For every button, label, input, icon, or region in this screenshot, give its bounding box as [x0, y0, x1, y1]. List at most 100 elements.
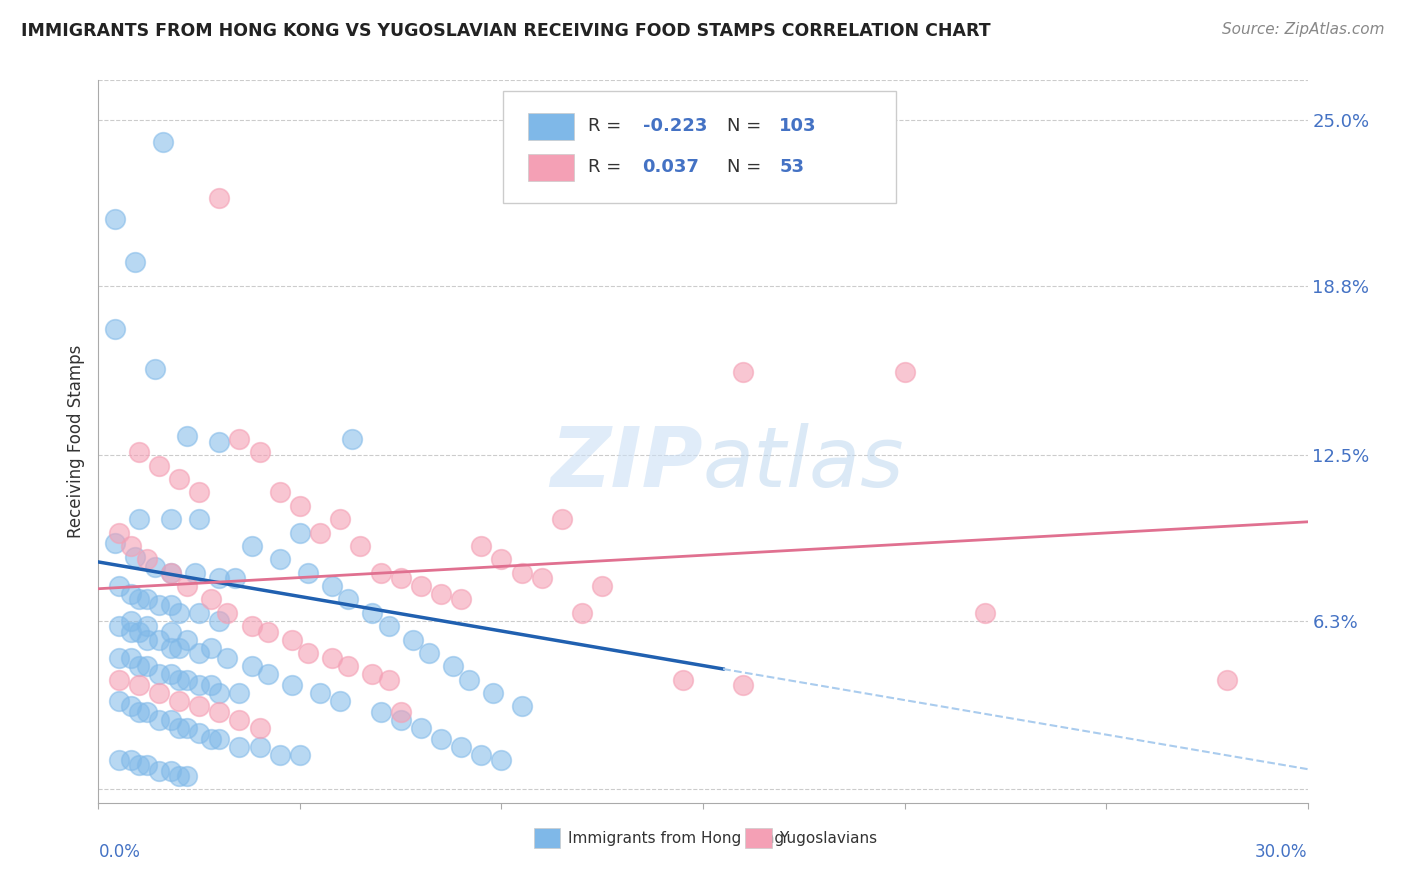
Point — [389, 571, 412, 585]
Point — [329, 512, 352, 526]
Text: 30.0%: 30.0% — [1256, 843, 1308, 861]
Point — [200, 592, 222, 607]
Point — [135, 659, 157, 673]
Point — [160, 566, 183, 580]
Text: 103: 103 — [779, 117, 817, 135]
Point — [240, 539, 263, 553]
Point — [135, 592, 157, 607]
Point — [321, 579, 343, 593]
Point — [124, 255, 146, 269]
Point — [510, 566, 533, 580]
Point — [297, 566, 319, 580]
Point — [217, 606, 239, 620]
Point — [160, 667, 183, 681]
Point — [188, 606, 211, 620]
Point — [418, 646, 440, 660]
Point — [441, 659, 464, 673]
Text: ZIP: ZIP — [550, 423, 703, 504]
Point — [184, 566, 207, 580]
Point — [470, 747, 492, 762]
Point — [249, 445, 271, 459]
Point — [128, 624, 150, 639]
Point — [1216, 673, 1239, 687]
Point — [152, 135, 174, 149]
Point — [470, 539, 492, 553]
Point — [450, 592, 472, 607]
Point — [337, 659, 360, 673]
Point — [160, 640, 183, 655]
Point — [370, 566, 392, 580]
Point — [409, 579, 432, 593]
Point — [571, 606, 593, 620]
Point — [148, 686, 170, 700]
Point — [107, 694, 129, 708]
Point — [309, 525, 332, 540]
Point — [103, 536, 125, 550]
Point — [510, 699, 533, 714]
Point — [188, 512, 211, 526]
Point — [361, 606, 384, 620]
Point — [228, 713, 250, 727]
Y-axis label: Receiving Food Stamps: Receiving Food Stamps — [66, 345, 84, 538]
Point — [107, 525, 129, 540]
Point — [160, 566, 183, 580]
Point — [128, 678, 150, 692]
Point — [160, 598, 183, 612]
Text: -0.223: -0.223 — [643, 117, 707, 135]
FancyBboxPatch shape — [527, 154, 574, 181]
Point — [124, 549, 146, 564]
Point — [120, 753, 142, 767]
Point — [269, 552, 291, 566]
Point — [402, 632, 425, 647]
Point — [128, 592, 150, 607]
Point — [491, 753, 513, 767]
Point — [591, 579, 613, 593]
Text: Immigrants from Hong Kong: Immigrants from Hong Kong — [568, 830, 783, 846]
Point — [176, 721, 198, 735]
Point — [188, 646, 211, 660]
Point — [329, 694, 352, 708]
Point — [288, 499, 311, 513]
Point — [893, 365, 915, 379]
Point — [321, 651, 343, 665]
Point — [208, 686, 231, 700]
Point — [188, 726, 211, 740]
Point — [188, 485, 211, 500]
Point — [160, 512, 183, 526]
Point — [103, 322, 125, 336]
Point — [135, 758, 157, 772]
Point — [128, 445, 150, 459]
Point — [167, 606, 190, 620]
Point — [208, 705, 231, 719]
Point — [256, 667, 278, 681]
Point — [281, 678, 304, 692]
Point — [107, 579, 129, 593]
Point — [733, 365, 755, 379]
Point — [120, 587, 142, 601]
Point — [103, 212, 125, 227]
Point — [143, 560, 166, 574]
Point — [135, 619, 157, 633]
Point — [167, 472, 190, 486]
Point — [430, 731, 453, 746]
FancyBboxPatch shape — [745, 828, 772, 848]
Point — [167, 721, 190, 735]
Point — [128, 512, 150, 526]
Point — [240, 659, 263, 673]
Text: R =: R = — [588, 158, 627, 176]
Point — [458, 673, 481, 687]
Point — [176, 429, 198, 443]
Point — [167, 673, 190, 687]
Point — [176, 769, 198, 783]
Point — [148, 764, 170, 778]
Point — [160, 624, 183, 639]
Point — [208, 571, 231, 585]
Point — [309, 686, 332, 700]
Point — [377, 673, 399, 687]
FancyBboxPatch shape — [503, 91, 897, 203]
Point — [409, 721, 432, 735]
Text: 0.0%: 0.0% — [98, 843, 141, 861]
Point — [148, 632, 170, 647]
Point — [217, 651, 239, 665]
Point — [120, 539, 142, 553]
